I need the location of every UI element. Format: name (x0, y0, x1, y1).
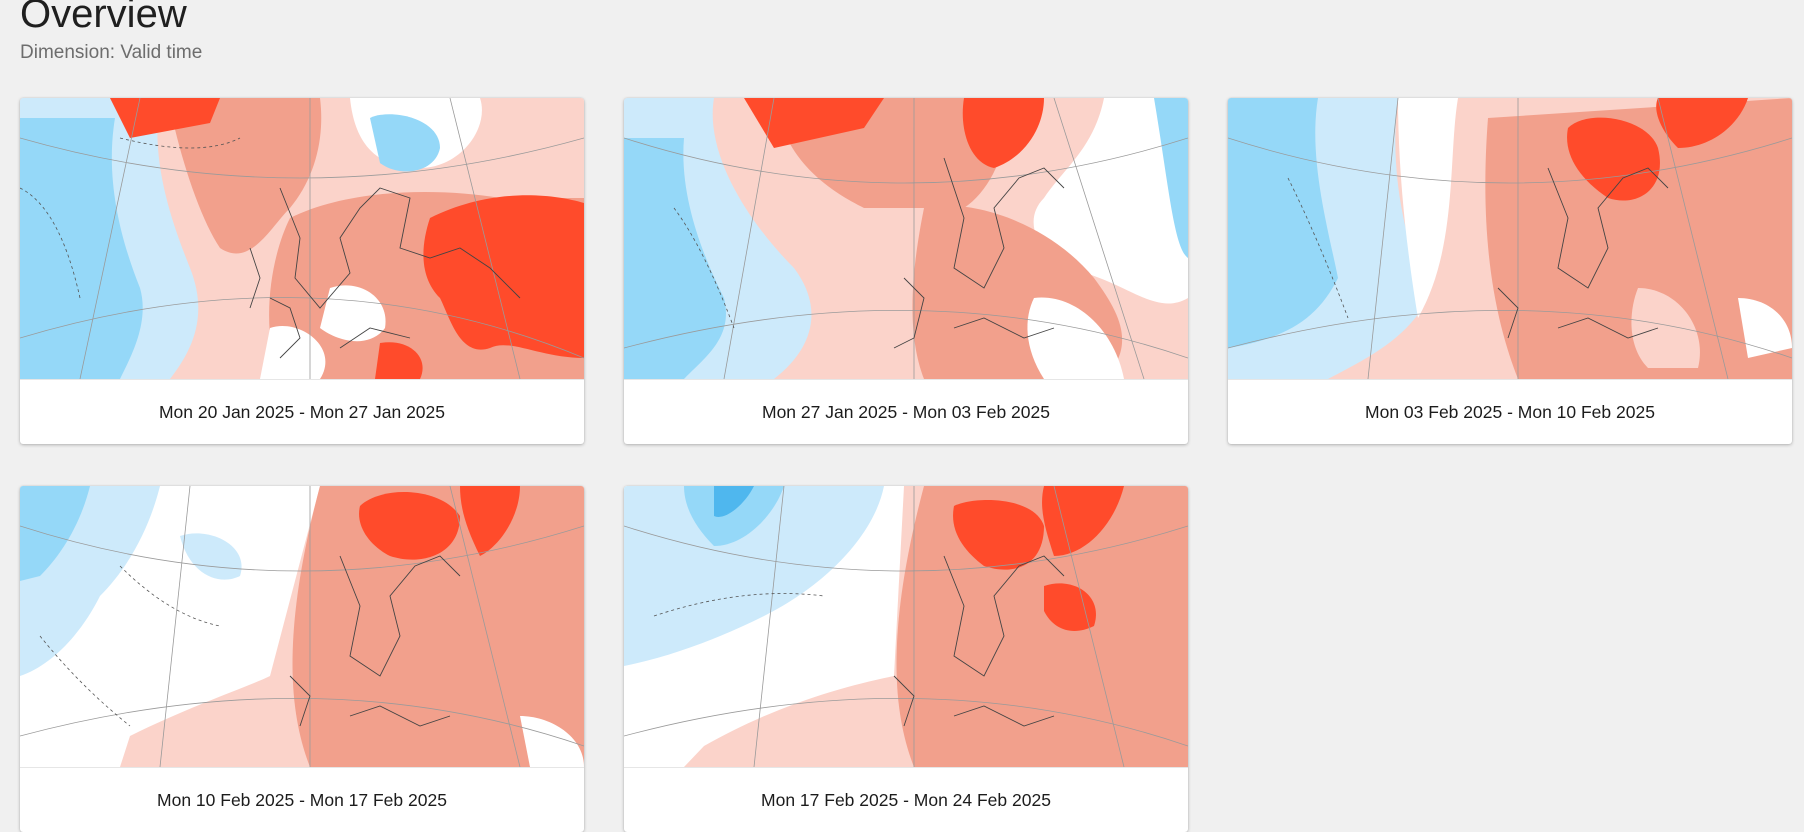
forecast-card[interactable]: Mon 27 Jan 2025 - Mon 03 Feb 2025 (624, 98, 1188, 444)
anomaly-map-image (624, 98, 1188, 379)
forecast-card[interactable]: Mon 10 Feb 2025 - Mon 17 Feb 2025 (20, 486, 584, 832)
forecast-card[interactable]: Mon 03 Feb 2025 - Mon 10 Feb 2025 (1228, 98, 1792, 444)
card-date-range: Mon 27 Jan 2025 - Mon 03 Feb 2025 (624, 379, 1188, 444)
anomaly-map-image (20, 98, 584, 379)
anomaly-map-image (20, 486, 584, 767)
page-subtitle: Dimension: Valid time (20, 42, 203, 63)
card-date-range: Mon 03 Feb 2025 - Mon 10 Feb 2025 (1228, 379, 1792, 444)
forecast-card[interactable]: Mon 20 Jan 2025 - Mon 27 Jan 2025 (20, 98, 584, 444)
forecast-card[interactable]: Mon 17 Feb 2025 - Mon 24 Feb 2025 (624, 486, 1188, 832)
anomaly-map-image (624, 486, 1188, 767)
card-date-range: Mon 20 Jan 2025 - Mon 27 Jan 2025 (20, 379, 584, 444)
page-title: Overview (20, 0, 187, 36)
anomaly-map-image (1228, 98, 1792, 379)
card-date-range: Mon 17 Feb 2025 - Mon 24 Feb 2025 (624, 767, 1188, 832)
card-date-range: Mon 10 Feb 2025 - Mon 17 Feb 2025 (20, 767, 584, 832)
